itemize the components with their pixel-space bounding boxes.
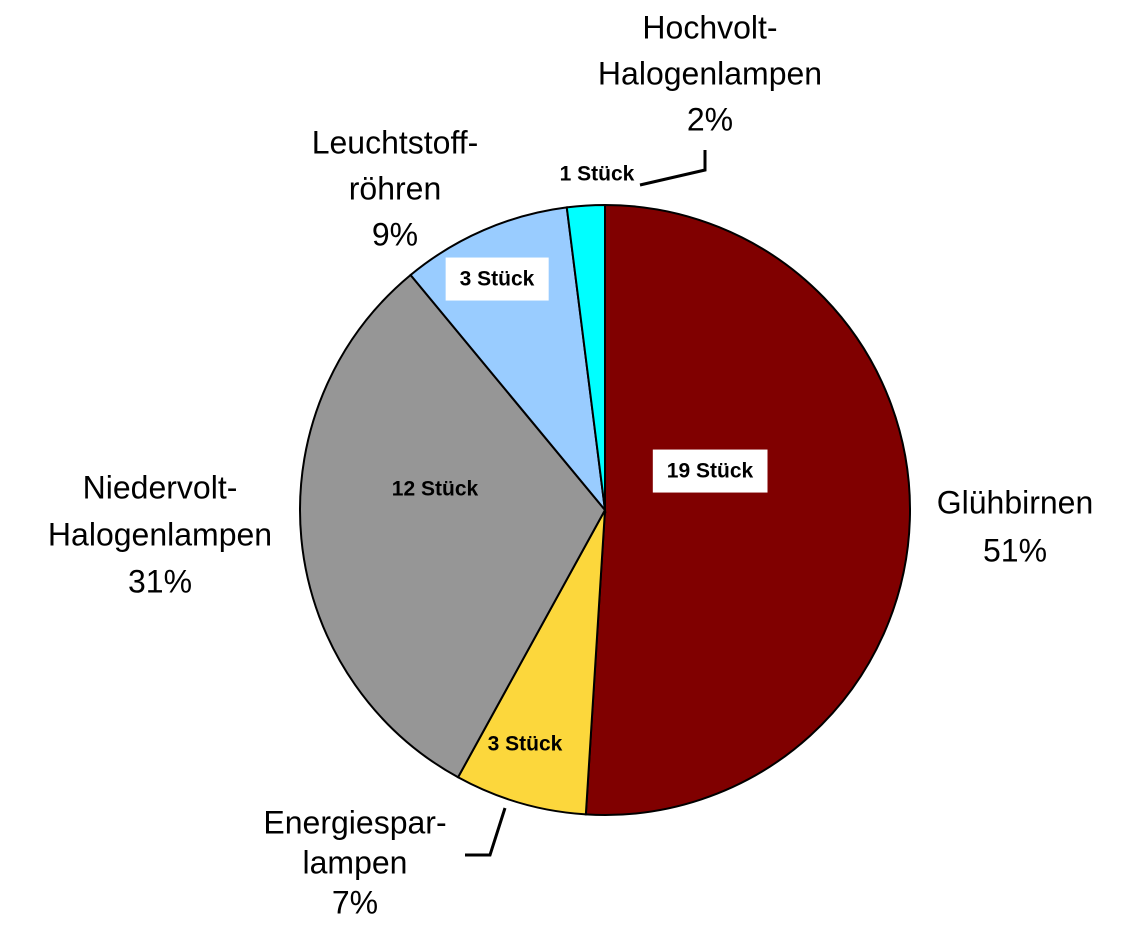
value-label: 9% — [372, 216, 418, 252]
value-label: 51% — [983, 532, 1047, 568]
category-label: Energiespar- — [263, 804, 446, 840]
category-label: lampen — [303, 844, 408, 880]
count-label: 3 Stück — [488, 733, 563, 756]
pie-slice — [299, 273, 607, 779]
leader-line — [639, 150, 707, 187]
count-label: 19 Stück — [667, 460, 754, 483]
category-label: Halogenlampen — [48, 516, 272, 552]
count-label-box — [445, 257, 549, 301]
category-label: röhren — [349, 170, 442, 206]
count-label: 1 Stück — [560, 163, 635, 186]
pie-slice — [565, 203, 606, 511]
count-label: 3 Stück — [460, 268, 535, 291]
category-label: Niedervolt- — [83, 469, 238, 505]
count-label-box — [652, 449, 768, 493]
leader-line — [465, 807, 507, 857]
pie-slice — [584, 203, 911, 816]
pie-slice — [456, 509, 606, 816]
count-label: 12 Stück — [392, 478, 479, 501]
category-label: Hochvolt- — [642, 9, 777, 45]
category-label: Halogenlampen — [598, 55, 822, 91]
category-label: Glühbirnen — [937, 484, 1094, 520]
value-label: 31% — [128, 563, 192, 599]
value-label: 7% — [332, 884, 378, 920]
value-label: 2% — [687, 101, 733, 137]
category-label: Leuchtstoff- — [312, 124, 479, 160]
